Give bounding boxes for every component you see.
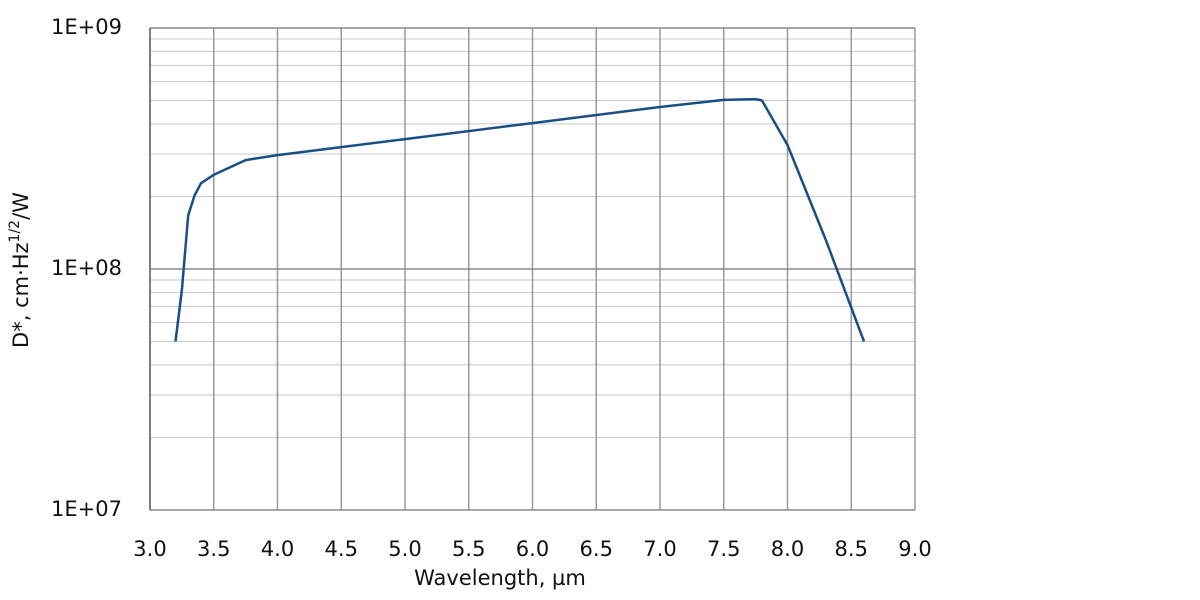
y-axis-label-main: D*, cm·Hz [9, 242, 33, 348]
y-tick-label: 1E+09 [51, 15, 122, 39]
y-tick-label: 1E+07 [51, 497, 122, 521]
x-tick-label: 5.0 [388, 537, 421, 561]
y-axis-label-sup: 1/2 [7, 220, 23, 243]
x-tick-label: 4.5 [325, 537, 358, 561]
y-axis-label: D*, cm·Hz1/2/W [7, 192, 33, 348]
data-line [174, 97, 866, 342]
x-tick-label: 8.5 [835, 537, 868, 561]
x-tick-label: 7.0 [643, 537, 676, 561]
x-tick-label: 6.5 [580, 537, 613, 561]
y-axis-label-end: /W [9, 192, 33, 220]
x-tick-label: 3.5 [197, 537, 230, 561]
x-tick-label: 6.0 [516, 537, 549, 561]
x-tick-label: 4.0 [261, 537, 294, 561]
y-tick-label: 1E+08 [51, 256, 122, 280]
x-tick-label: 9.0 [898, 537, 931, 561]
x-tick-label: 3.0 [133, 537, 166, 561]
x-tick-label: 8.0 [771, 537, 804, 561]
x-axis-label: Wavelength, µm [414, 566, 586, 590]
x-tick-label: 5.5 [452, 537, 485, 561]
x-tick-label: 7.5 [707, 537, 740, 561]
